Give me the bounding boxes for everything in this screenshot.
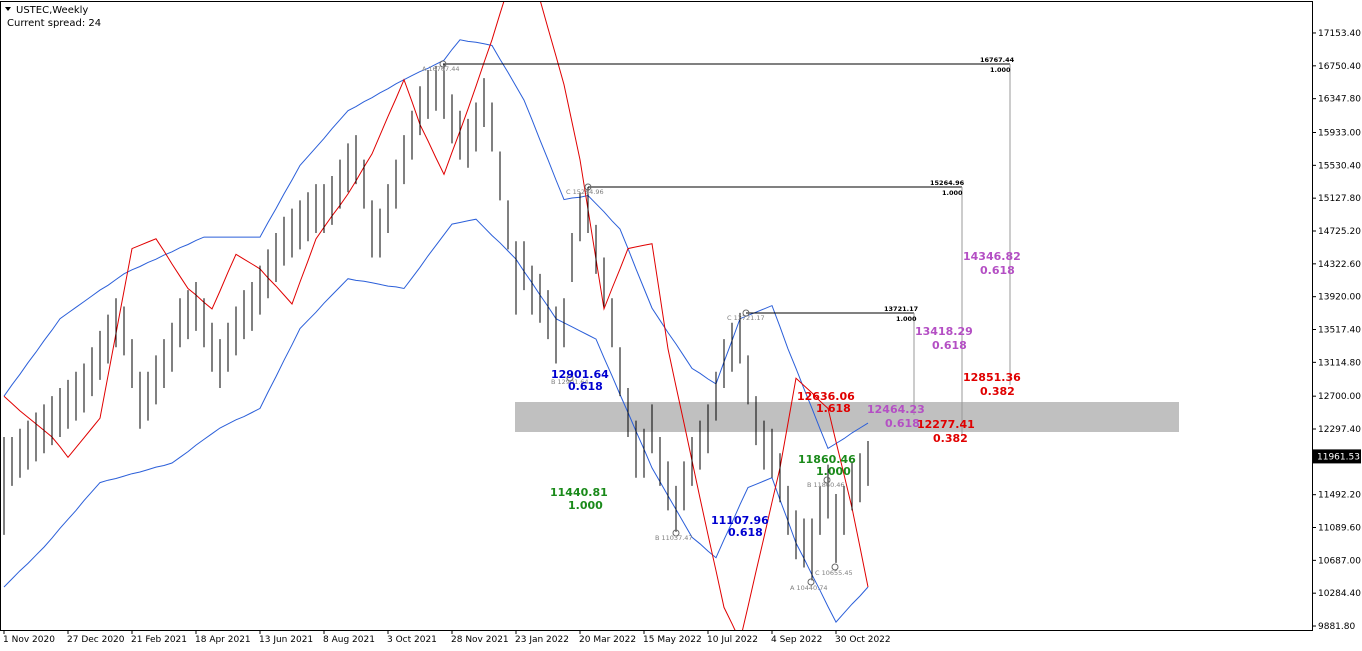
pivot (584, 183, 592, 191)
annotation: 0.382 (980, 385, 1015, 398)
annotation: 0.618 (568, 380, 603, 393)
x-tick-label: 30 Oct 2022 (835, 635, 891, 645)
x-tick-label: 4 Sep 2022 (771, 635, 822, 645)
menu-arrow[interactable] (5, 7, 11, 11)
pivot (807, 578, 815, 586)
annotation: A 10440.74 (790, 584, 828, 592)
fibo-objects (439, 60, 1011, 586)
x-tick-label: 10 Jul 2022 (707, 635, 758, 645)
y-tick-label: 11089.60 (1318, 524, 1361, 534)
pivot (831, 563, 839, 571)
annotation: 1.000 (568, 499, 603, 512)
x-tick-label: 20 Mar 2022 (579, 635, 636, 645)
y-tick-label: 11492.20 (1318, 491, 1361, 501)
y-tick-label: 9881.80 (1318, 622, 1355, 632)
plot-layer (3, 2, 869, 630)
annotation: 12851.36 (963, 371, 1021, 384)
annotation: B 11037.47 (655, 534, 693, 542)
indicator-line (3, 218, 869, 623)
annotation: 1.000 (896, 315, 917, 323)
y-tick-label: 15530.40 (1318, 161, 1361, 171)
annotation: 12277.41 (917, 418, 975, 431)
annotation: 0.618 (885, 417, 920, 430)
annotation: C 15264.96 (566, 188, 604, 196)
y-tick-label: 13920.00 (1318, 293, 1361, 303)
y-tick-label: 15933.00 (1318, 128, 1361, 138)
chart-title: USTEC,Weekly (16, 5, 88, 16)
annotation: 12901.64 (551, 368, 609, 381)
y-tick-label: 12700.00 (1318, 392, 1361, 402)
x-tick-label: 8 Aug 2021 (323, 635, 375, 645)
x-tick-label: 3 Oct 2021 (387, 635, 437, 645)
x-tick-label: 23 Jan 2022 (515, 635, 569, 645)
annotation: 15264.96 (930, 179, 965, 187)
annotation: 0.382 (933, 432, 968, 445)
current-price-label: 11961.53 (1317, 452, 1360, 462)
annotation: B 11860.46 (807, 481, 845, 489)
pivot (439, 60, 447, 68)
x-tick-label: 1 Nov 2020 (3, 635, 55, 645)
annotation: 12464.23 (867, 403, 925, 416)
pivot (823, 476, 831, 484)
annotation: 1.000 (942, 189, 963, 197)
x-tick-label: 18 Apr 2021 (195, 635, 251, 645)
annotation: 1.000 (816, 465, 851, 478)
annotation: 0.618 (932, 339, 967, 352)
x-tick-label: 28 Nov 2021 (451, 635, 509, 645)
annotation: 1.618 (816, 402, 851, 415)
plot-frame (0, 1, 1313, 631)
annotation: 13418.29 (915, 325, 973, 338)
annotation: A 16767.44 (422, 65, 460, 73)
annotation: 14346.82 (963, 250, 1021, 263)
y-tick-label: 14725.20 (1318, 227, 1361, 237)
annotation: 0.618 (980, 264, 1015, 277)
annotation: 11107.96 (711, 514, 769, 527)
chart-subtitle: Current spread: 24 (7, 18, 101, 29)
y-tick-label: 10687.00 (1318, 556, 1361, 566)
y-tick-label: 16750.40 (1318, 62, 1361, 72)
annotation: 13721.17 (884, 305, 918, 313)
pivot (742, 309, 750, 317)
y-tick-label: 13517.40 (1318, 326, 1361, 336)
annotation: 16767.44 (980, 56, 1015, 64)
annotation: C 10655.45 (815, 569, 853, 577)
current-price-box (1313, 449, 1361, 464)
y-tick-label: 14322.60 (1318, 260, 1361, 270)
indicator-line (3, 2, 869, 630)
x-tick-label: 15 May 2022 (643, 635, 702, 645)
y-tick-label: 16347.80 (1318, 95, 1361, 105)
pivot (566, 374, 574, 382)
x-tick-label: 13 Jun 2021 (259, 635, 313, 645)
annotation: 1.000 (990, 66, 1011, 74)
x-tick-label: 21 Feb 2021 (131, 635, 187, 645)
annotation: B 12901.64 (551, 378, 589, 386)
annotation: C 13721.17 (727, 314, 765, 322)
annotation: 12636.06 (797, 390, 855, 403)
y-tick-label: 12297.40 (1318, 425, 1361, 435)
y-tick-label: 10284.40 (1318, 589, 1361, 599)
x-tick-label: 27 Dec 2020 (67, 635, 125, 645)
y-tick-label: 13114.80 (1318, 358, 1361, 368)
annotation: 0.618 (728, 526, 763, 539)
annotation: 11440.81 (550, 486, 608, 499)
y-tick-label: 15127.80 (1318, 194, 1361, 204)
y-tick-label: 17153.40 (1318, 29, 1361, 39)
annotations: A 16767.44 16767.44 1.000 C 15264.96 152… (422, 56, 1021, 592)
annotation: 11860.46 (798, 453, 856, 466)
pivot (672, 529, 680, 537)
